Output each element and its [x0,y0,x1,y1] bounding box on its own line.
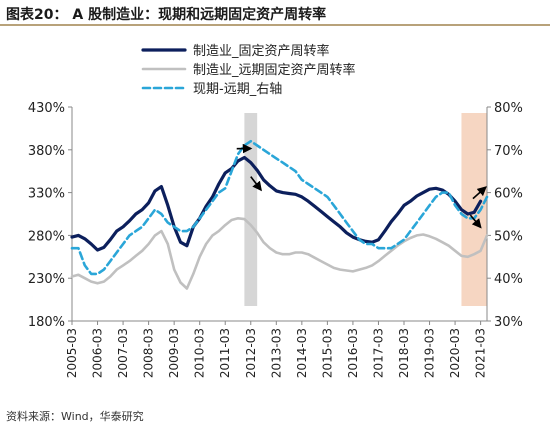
right-tick-label: 70% [494,144,523,159]
legend-label-1: 制造业_远期固定资产周转率 [193,62,356,78]
x-tick-label: 2011-03 [218,328,232,378]
x-tick-label: 2020-03 [448,328,462,378]
left-tick-label: 380% [28,144,65,159]
highlight-bands [244,113,487,306]
x-tick-label: 2015-03 [320,328,334,378]
series-line-1 [70,217,489,290]
series-line-0 [70,155,483,252]
x-tick-label: 2005-03 [65,328,79,378]
x-tick-label: 2006-03 [91,328,105,378]
x-tick-label: 2009-03 [167,328,181,378]
right-tick-label: 60% [494,187,523,202]
x-tick-label: 2010-03 [193,328,207,378]
left-tick-label: 330% [28,187,65,202]
x-tick-label: 2018-03 [397,328,411,378]
source-note: 资料来源：Wind，华泰研究 [6,410,144,423]
legend-label-0: 制造业_固定资产周转率 [193,43,330,59]
x-tick-label: 2017-03 [371,328,385,378]
left-tick-label: 230% [28,272,65,287]
right-tick-label: 40% [494,272,523,287]
right-tick-label: 30% [494,315,523,330]
series-lines [70,139,489,290]
chart-title: 图表20： A 股制造业：现期和远期固定资产周转率 [6,7,327,23]
trend-arrow [250,176,262,192]
x-tick-label: 2007-03 [116,328,130,378]
x-tick-label: 2008-03 [142,328,156,378]
trend-arrow [472,186,487,200]
trend-arrow [469,214,482,229]
x-tick-label: 2012-03 [244,328,258,378]
right-tick-label: 80% [494,101,523,116]
left-tick-label: 180% [28,315,65,330]
left-tick-label: 280% [28,229,65,244]
right-tick-label: 50% [494,229,523,244]
left-tick-label: 430% [28,101,65,116]
title-divider [0,24,550,26]
x-tick-label: 2021-03 [474,328,488,378]
axes: 180% 230% 280% 330% 380% 430% 30% 40% 50% 60% 70% 8… [28,101,523,378]
trend-arrows [236,143,487,229]
x-tick-label: 2013-03 [269,328,283,378]
legend-label-2: 现期-远期_右轴 [193,82,282,97]
x-tick-label: 2016-03 [346,328,360,378]
series-line-2 [70,139,489,276]
x-tick-label: 2019-03 [423,328,437,378]
x-tick-label: 2014-03 [295,328,309,378]
